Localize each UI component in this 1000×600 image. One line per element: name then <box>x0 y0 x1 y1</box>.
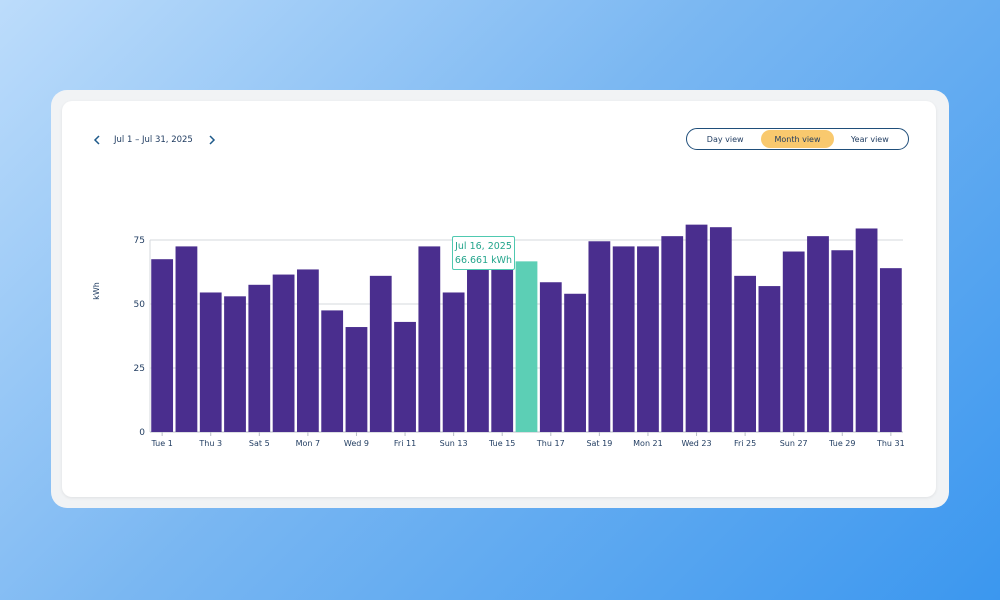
y-axis-label: kWh <box>92 282 101 300</box>
bar <box>272 274 295 432</box>
bar <box>394 321 416 432</box>
x-tick-label: Wed 23 <box>681 439 711 448</box>
x-tick-label: Thu 17 <box>536 439 565 448</box>
tooltip-date: Jul 16, 2025 <box>455 241 512 252</box>
bar-tooltip: Jul 16, 2025 66.661 kWh <box>452 236 515 270</box>
chevron-left-icon[interactable] <box>90 131 104 149</box>
month-view-button[interactable]: Month view <box>761 130 834 148</box>
tooltip-value: 66.661 kWh <box>454 255 513 266</box>
x-tick-label: Sat 5 <box>249 439 270 448</box>
bar-highlighted <box>515 261 538 432</box>
bar <box>491 266 514 432</box>
x-tick-label: Fri 11 <box>394 439 416 448</box>
bar <box>831 250 854 432</box>
y-tick-label: 25 <box>134 364 145 374</box>
bar <box>151 259 174 432</box>
x-tick-label: Fri 25 <box>734 439 756 448</box>
y-tick-label: 50 <box>134 300 146 310</box>
x-tick-label: Mon 7 <box>296 439 321 448</box>
bar <box>224 296 246 432</box>
x-tick-label: Tue 29 <box>828 439 855 448</box>
bar <box>418 246 441 432</box>
bar <box>321 310 344 432</box>
x-tick-label: Thu 31 <box>876 439 905 448</box>
chevron-right-icon[interactable] <box>205 131 219 149</box>
x-tick-label: Tue 1 <box>150 439 172 448</box>
bar <box>248 284 271 432</box>
bar <box>637 246 659 432</box>
bar <box>564 293 586 432</box>
date-navigation: Jul 1 – Jul 31, 2025 <box>90 131 219 149</box>
day-view-button[interactable]: Day view <box>706 134 744 144</box>
bar <box>879 268 902 432</box>
bar <box>175 246 198 432</box>
year-view-button[interactable]: Year view <box>850 134 889 144</box>
bar <box>296 269 319 432</box>
bar <box>539 282 562 432</box>
y-tick-label: 75 <box>134 236 145 246</box>
bar <box>369 275 392 432</box>
view-toggle: Day view Month view Year view <box>686 128 909 150</box>
bar <box>758 286 781 432</box>
bar <box>588 241 611 432</box>
x-tick-label: Thu 3 <box>198 439 222 448</box>
bar <box>734 275 757 432</box>
bar <box>442 292 465 432</box>
x-tick-label: Sun 27 <box>780 439 808 448</box>
bar <box>782 251 805 432</box>
bar <box>709 227 732 432</box>
x-tick-label: Sun 13 <box>440 439 468 448</box>
date-range-label: Jul 1 – Jul 31, 2025 <box>114 135 193 145</box>
bar <box>855 228 878 432</box>
bar <box>199 292 222 432</box>
bar <box>685 224 708 432</box>
bar <box>467 266 489 432</box>
x-tick-label: Mon 21 <box>633 439 663 448</box>
x-tick-label: Sat 19 <box>586 439 612 448</box>
bar <box>807 236 829 432</box>
bar <box>612 246 635 432</box>
y-tick-label: 0 <box>139 428 145 438</box>
bar <box>345 327 368 432</box>
x-tick-label: Tue 15 <box>488 439 515 448</box>
bar <box>661 236 684 432</box>
x-tick-label: Wed 9 <box>344 439 369 448</box>
